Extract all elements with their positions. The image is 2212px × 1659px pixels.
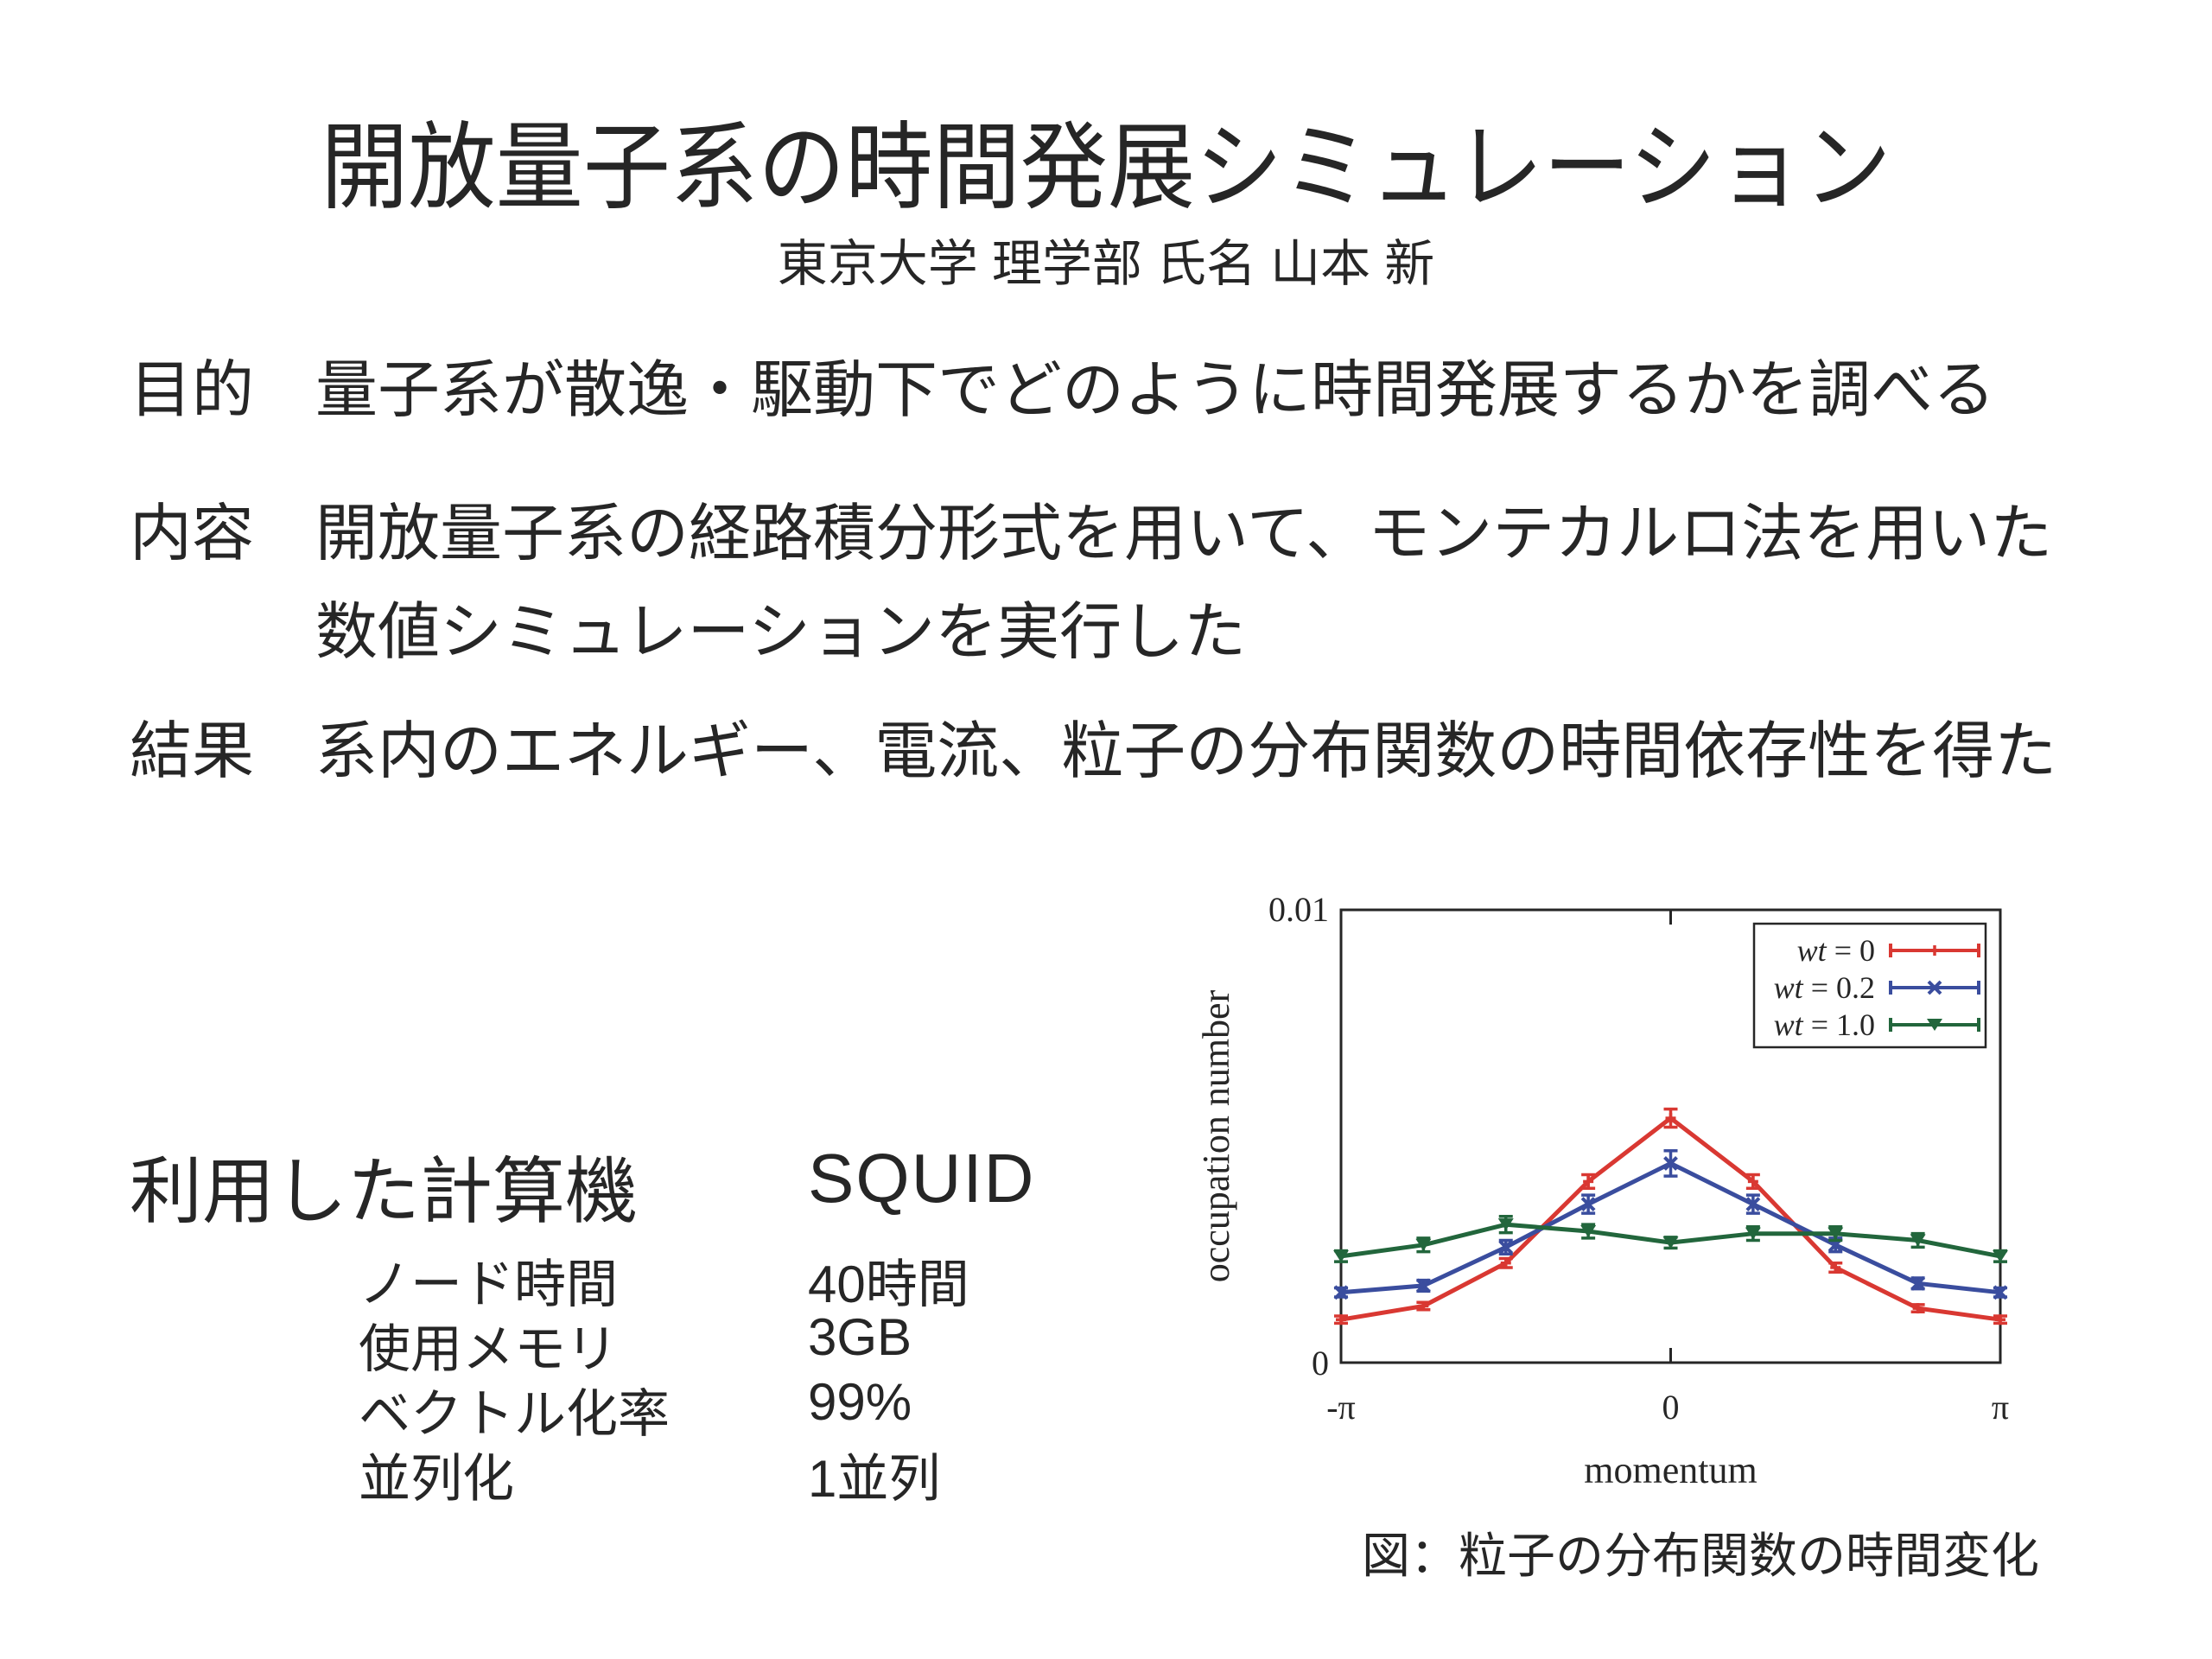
series-line <box>1333 1214 2008 1263</box>
y-tick-label-top: 0.01 <box>1268 890 1329 929</box>
machine-name: SQUID <box>808 1140 1036 1217</box>
machine-heading: 利用した計算機 <box>130 1151 639 1232</box>
machine-row: ベクトル化率 99% <box>359 1372 912 1447</box>
section-result-text: 系内のエネルギー、電流、粒子の分布関数の時間依存性を得た <box>315 717 2057 786</box>
section-purpose-text: 量子系が散逸・駆動下でどのように時間発展するかを調べる <box>315 356 1996 425</box>
y-axis-label: occupation number <box>1195 989 1237 1282</box>
slide-subtitle: 東京大学 理学部 氏名 山本 新 <box>777 236 1435 292</box>
legend-key <box>1889 1018 1980 1032</box>
legend-key <box>1889 980 1980 995</box>
machine-row-label: 使用メモリ <box>359 1320 618 1378</box>
machine-row-value: 99% <box>808 1373 912 1431</box>
legend-label: wt = 1.0 <box>1774 1007 1875 1042</box>
legend-label: wt = 0.2 <box>1774 970 1875 1005</box>
series-line <box>1333 1149 2008 1300</box>
machine-row-value: 3GB <box>808 1308 912 1366</box>
section-result-label: 結果 <box>130 717 255 786</box>
series-line <box>1334 1107 2007 1325</box>
section-content-label: 内容 <box>130 499 255 569</box>
slide-title: 開放量子系の時間発展シミュレーション <box>321 115 1891 221</box>
legend-label: wt = 0 <box>1797 933 1875 968</box>
section-result: 結果 系内のエネルギー、電流、粒子の分布関数の時間依存性を得た <box>130 700 2056 791</box>
machine-row-label: ノード時間 <box>359 1255 618 1313</box>
machine-row: ノード時間 40時間 <box>359 1243 969 1318</box>
machine-row-value: 40時間 <box>808 1255 969 1313</box>
legend-box <box>1752 922 1987 1049</box>
x-tick-label-center: 0 <box>1662 1388 1680 1427</box>
chart-svg: wt = 0wt = 0.2wt = 1.0 0.01 0 -π 0 π mom… <box>1195 890 2009 1491</box>
machine-row: 並列化 1並列 <box>359 1437 940 1512</box>
section-purpose-label: 目的 <box>130 356 255 425</box>
x-axis-label: momentum <box>1584 1449 1757 1491</box>
machine-row-label: ベクトル化率 <box>359 1385 670 1443</box>
x-tick-label-right: π <box>1992 1388 2009 1427</box>
figure-caption: 図：粒子の分布関数の時間変化 <box>1362 1529 2039 1583</box>
section-content-text-line2: 数値シミュレーションを実行した <box>315 598 1247 667</box>
section-content-text-line1: 開放量子系の経路積分形式を用いて、モンテカルロ法を用いた <box>315 499 2053 569</box>
y-tick-label-bottom: 0 <box>1312 1344 1329 1382</box>
machine-row-value: 1並列 <box>808 1450 941 1508</box>
section-purpose: 目的 量子系が散逸・駆動下でどのように時間発展するかを調べる <box>130 339 1995 429</box>
chart-legend: wt = 0wt = 0.2wt = 1.0 <box>1752 922 1987 1049</box>
section-content: 内容 開放量子系の経路積分形式を用いて、モンテカルロ法を用いた <box>130 482 2052 573</box>
legend-key <box>1889 944 1980 957</box>
x-tick-label-left: -π <box>1326 1388 1356 1427</box>
machine-row-label: 並列化 <box>359 1450 514 1508</box>
machine-row: 使用メモリ 3GB <box>359 1307 912 1382</box>
chart-series <box>1333 1107 2008 1325</box>
